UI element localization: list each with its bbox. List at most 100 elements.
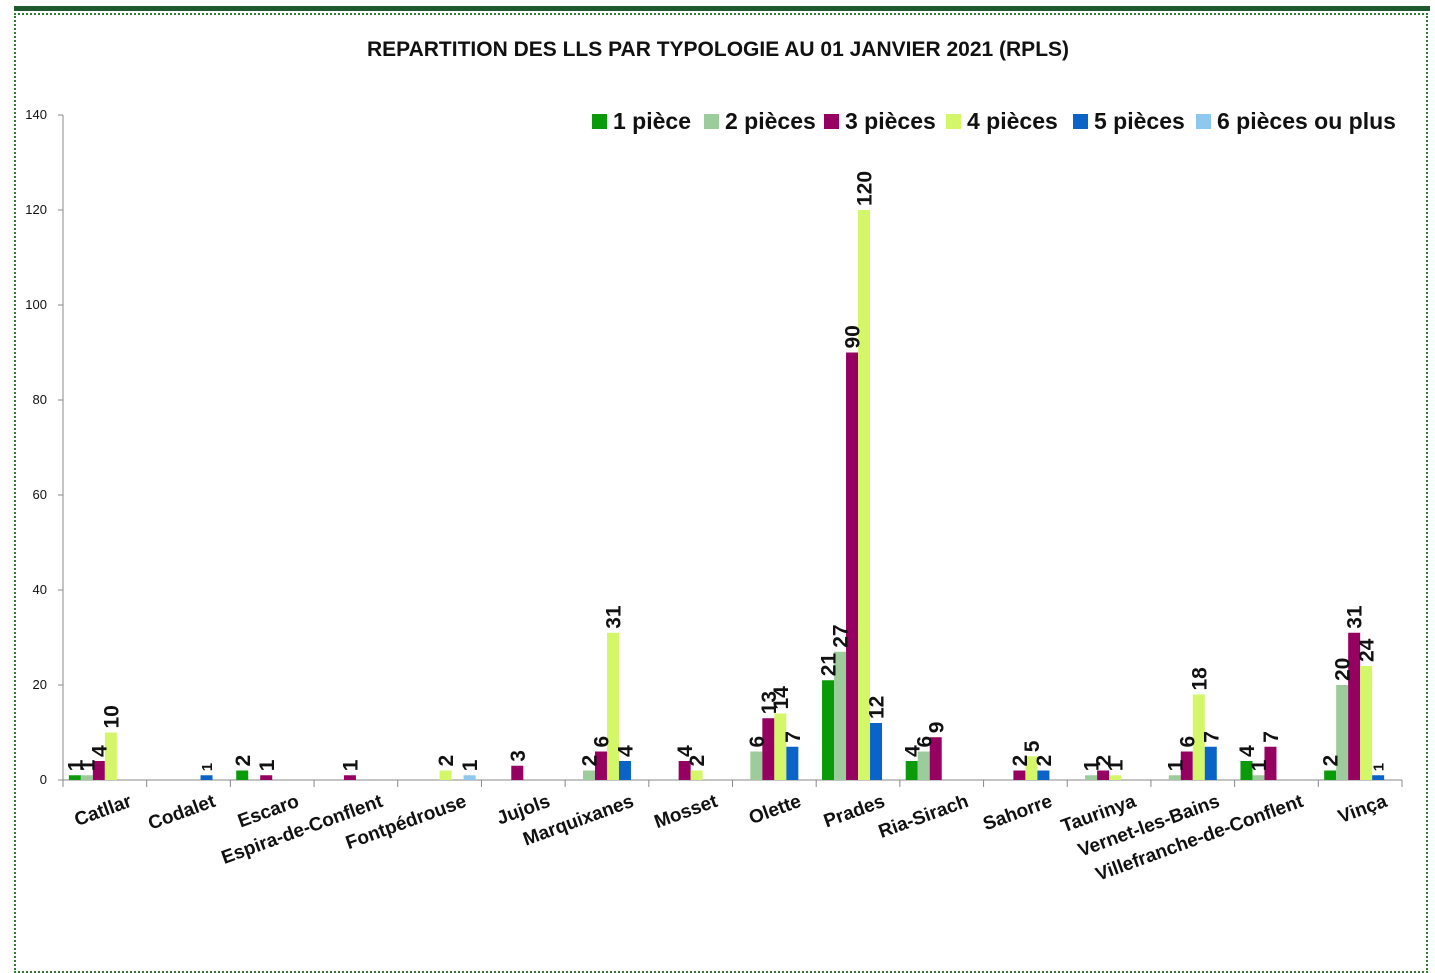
legend-swatch <box>704 114 719 129</box>
bar <box>1192 694 1205 780</box>
legend-label: 1 pièce <box>613 108 691 134</box>
bar <box>846 352 859 780</box>
data-label: 2 <box>579 755 602 767</box>
data-label: 27 <box>830 624 853 647</box>
bar <box>822 680 835 780</box>
data-label: 24 <box>1356 638 1379 662</box>
category-label: Mosset <box>652 791 721 833</box>
bar <box>834 651 847 780</box>
data-label: 18 <box>1188 667 1211 691</box>
bar <box>1348 632 1361 780</box>
data-label: 2 <box>1009 755 1032 767</box>
bar <box>762 718 775 780</box>
data-label: 20 <box>1332 658 1355 681</box>
category-label: Ria-Sirach <box>876 791 971 843</box>
legend-swatch <box>824 114 839 129</box>
bar <box>1109 775 1122 780</box>
data-label: 6 <box>746 736 769 748</box>
data-label: 31 <box>603 605 626 629</box>
data-label: 10 <box>100 705 123 728</box>
legend-swatch <box>1196 114 1211 129</box>
bar <box>1360 666 1373 780</box>
y-tick-label: 20 <box>33 677 47 692</box>
bar <box>1168 775 1181 780</box>
data-label: 2 <box>232 755 255 767</box>
data-label: 4 <box>901 745 924 757</box>
data-label: 7 <box>1260 731 1283 743</box>
legend-swatch <box>592 114 607 129</box>
bar <box>1204 746 1217 780</box>
top-border-bar <box>14 6 1430 11</box>
data-label: 4 <box>1236 745 1259 757</box>
data-label: 7 <box>782 731 805 743</box>
category-label: Olette <box>746 791 804 829</box>
data-label: 2 <box>686 755 709 767</box>
bar <box>858 210 871 780</box>
data-label: 1 <box>1248 759 1271 771</box>
bar <box>1085 775 1098 780</box>
chart-title: REPARTITION DES LLS PAR TYPOLOGIE AU 01 … <box>367 38 1069 61</box>
data-label: 2 <box>435 755 458 767</box>
y-tick-label: 80 <box>33 392 47 407</box>
bar <box>260 775 273 780</box>
bar <box>1372 775 1385 780</box>
bar <box>618 761 631 780</box>
legend-label: 6 pièces ou plus <box>1217 108 1396 134</box>
bar <box>1324 770 1337 780</box>
data-label: 21 <box>818 653 841 677</box>
data-label: 1 <box>1371 763 1388 771</box>
data-label: 6 <box>1176 736 1199 748</box>
legend-label: 3 pièces <box>845 108 936 134</box>
data-label: 1 <box>1105 759 1128 771</box>
legend-label: 5 pièces <box>1094 108 1185 134</box>
y-tick-label: 140 <box>25 107 47 122</box>
y-tick-label: 100 <box>25 297 47 312</box>
data-label: 1 <box>459 759 482 771</box>
bar <box>774 713 787 780</box>
data-label: 5 <box>1021 740 1044 752</box>
data-label: 4 <box>88 745 111 757</box>
bar <box>343 775 356 780</box>
bar <box>678 761 691 780</box>
y-tick-label: 40 <box>33 582 47 597</box>
y-tick-label: 0 <box>40 772 47 787</box>
bar <box>606 632 619 780</box>
bar <box>236 770 249 780</box>
bar <box>1097 770 1110 780</box>
bar <box>786 746 799 780</box>
bar <box>68 775 81 780</box>
data-label: 90 <box>842 325 865 348</box>
y-tick-label: 120 <box>25 202 47 217</box>
data-label: 1 <box>339 759 362 771</box>
legend-label: 2 pièces <box>725 108 816 134</box>
y-tick-label: 60 <box>33 487 47 502</box>
data-label: 1 <box>64 759 87 771</box>
data-label: 14 <box>770 686 793 710</box>
data-label: 9 <box>925 722 948 734</box>
bar <box>511 765 524 780</box>
data-label: 4 <box>674 745 697 757</box>
data-label: 1 <box>1164 759 1187 771</box>
bar <box>439 770 452 780</box>
data-label: 1 <box>76 759 99 771</box>
legend-label: 4 pièces <box>967 108 1058 134</box>
category-label: Vinça <box>1335 791 1390 828</box>
data-label: 3 <box>507 750 530 762</box>
bar <box>905 761 918 780</box>
data-label: 1 <box>199 763 216 771</box>
data-label: 7 <box>1200 731 1223 743</box>
bar <box>1336 685 1349 780</box>
data-label: 6 <box>591 736 614 748</box>
bar <box>463 775 476 780</box>
bar <box>917 751 930 780</box>
bar <box>200 775 213 780</box>
data-label: 12 <box>866 696 889 719</box>
bar <box>1264 746 1277 780</box>
data-label: 13 <box>758 691 781 714</box>
bar <box>1240 761 1253 780</box>
bar <box>1013 770 1026 780</box>
